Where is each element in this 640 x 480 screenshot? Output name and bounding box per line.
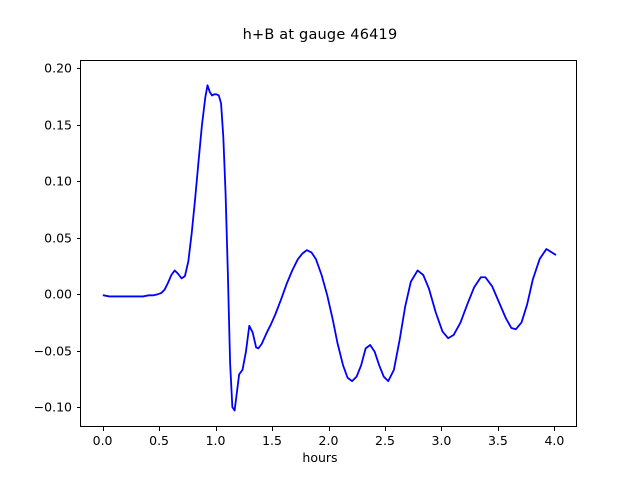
x-tick-mark [384,427,386,431]
y-tick-label: 0.10 [44,173,72,189]
x-tick-mark [497,427,499,431]
x-tick-mark [554,427,556,431]
chart-title: h+B at gauge 46419 [242,27,398,43]
y-tick-label: −0.10 [33,399,72,415]
x-tick-mark [441,427,443,431]
x-tick-mark [272,427,274,431]
y-tick-mark [76,350,80,352]
x-axis-label: hours [302,450,338,465]
y-tick-label: −0.05 [33,343,72,359]
y-tick-mark [76,181,80,183]
y-tick-label: 0.00 [44,286,72,302]
y-tick-label: 0.05 [44,230,72,246]
y-tick-mark [76,294,80,296]
plot-area [102,84,557,412]
y-tick-mark [76,124,80,126]
x-tick-label: 2.5 [375,433,395,448]
data-line-h-plus-b [102,84,557,412]
y-tick-mark [76,68,80,70]
x-tick-label: 0.0 [92,433,113,448]
x-tick-label: 1.5 [262,433,282,448]
y-tick-label: 0.20 [44,60,72,76]
x-tick-label: 3.0 [431,433,452,448]
x-tick-mark [102,427,104,431]
y-tick-label: 0.15 [44,117,72,133]
x-tick-label: 1.0 [205,433,226,448]
x-tick-label: 3.5 [487,433,508,448]
x-tick-mark [159,427,161,431]
x-tick-label: 2.0 [318,433,339,448]
x-tick-label: 4.0 [544,433,565,448]
x-tick-label: 0.5 [149,433,170,448]
y-tick-mark [76,407,80,409]
x-tick-mark [328,427,330,431]
x-tick-mark [215,427,217,431]
y-tick-mark [76,237,80,239]
plot-axes [80,60,577,427]
